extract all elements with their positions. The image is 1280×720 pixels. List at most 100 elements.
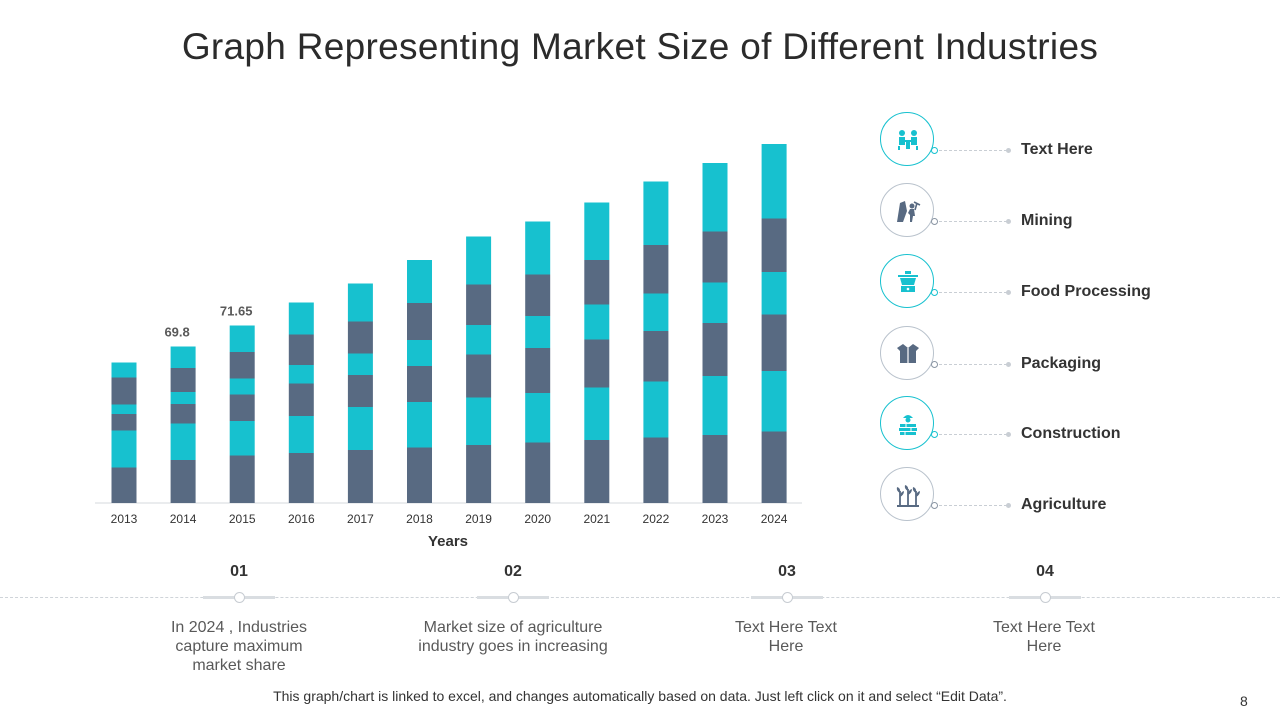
bar-segment-2014-construction[interactable] [170,423,196,461]
bar-segment-2024-agriculture[interactable] [761,431,787,504]
x-tick-label: 2014 [170,512,197,526]
bar-segment-2024-construction[interactable] [761,371,787,432]
bar-segment-2018-agriculture[interactable] [407,447,432,504]
x-tick-label: 2023 [702,512,729,526]
bar-segment-2016-agriculture[interactable] [288,453,314,503]
bar-segment-2022-mining[interactable] [643,245,669,294]
bar-segment-2024-food-processing[interactable] [761,272,787,315]
bar-segment-2019-packaging[interactable] [466,354,492,398]
bar-segment-2020-construction[interactable] [525,393,551,443]
bar-segment-2024-packaging[interactable] [761,314,787,372]
x-tick-label: 2020 [524,512,551,526]
legend-item-food-processing[interactable]: Food Processing [878,252,1258,312]
bar-segment-2015-agriculture[interactable] [229,455,255,504]
timeline-line [0,597,1280,598]
legend-label: Text Here [1021,141,1093,158]
bar-segment-2016-construction[interactable] [288,416,314,453]
bar-segment-2018-mining[interactable] [407,303,432,340]
bar-segment-2022-agriculture[interactable] [643,437,669,504]
bar-segment-2023-construction[interactable] [702,376,728,435]
bar-segment-2021-packaging[interactable] [584,339,610,388]
bar-segment-2021-construction[interactable] [584,387,610,441]
bar-segment-2019-text-here[interactable] [466,236,492,285]
bar-segment-2021-text-here[interactable] [584,202,610,261]
bar-segment-2018-text-here[interactable] [407,260,432,303]
bar-segment-2013-food-processing[interactable] [111,404,137,415]
step-knob[interactable] [508,592,519,603]
bar-segment-2020-food-processing[interactable] [525,316,551,348]
bar-segment-2017-agriculture[interactable] [347,450,373,503]
bar-segment-2014-text-here[interactable] [170,346,196,369]
bar-segment-2017-food-processing[interactable] [347,353,373,376]
bar-segment-2024-text-here[interactable] [761,144,787,219]
bar-segment-2021-food-processing[interactable] [584,304,610,340]
bar-segment-2017-mining[interactable] [347,321,373,354]
bar-segment-2014-packaging[interactable] [170,404,196,424]
bar-segment-2021-mining[interactable] [584,260,610,305]
bar-segment-2015-packaging[interactable] [229,394,255,422]
bar-segment-2017-construction[interactable] [347,407,373,450]
bar-segment-2022-text-here[interactable] [643,181,669,246]
bar-segment-2019-food-processing[interactable] [466,325,492,355]
bar-segment-2022-food-processing[interactable] [643,293,669,332]
bar-segment-2017-packaging[interactable] [347,375,373,407]
legend-label: Construction [1021,425,1121,442]
bar-segment-2016-mining[interactable] [288,334,314,366]
legend-connector-dot [1006,432,1011,437]
bar-segment-2020-packaging[interactable] [525,348,551,393]
bar-segment-2023-agriculture[interactable] [702,435,728,503]
bar-segment-2023-packaging[interactable] [702,323,728,376]
legend-label: Mining [1021,212,1073,229]
bar-segment-2021-agriculture[interactable] [584,440,610,503]
bar-segment-2013-agriculture[interactable] [111,467,137,504]
bar-segment-2016-text-here[interactable] [288,302,314,335]
bar-segment-2013-text-here[interactable] [111,362,137,378]
bar-segment-2013-mining[interactable] [111,377,137,405]
page-number: 8 [1240,693,1248,709]
bar-segment-2015-mining[interactable] [229,352,255,379]
bar-segment-2018-food-processing[interactable] [407,340,432,366]
bar-segment-2023-text-here[interactable] [702,163,728,232]
bar-segment-2018-packaging[interactable] [407,366,432,402]
bar-segment-2015-construction[interactable] [229,421,255,456]
legend-circle [880,467,934,521]
legend-item-packaging[interactable]: Packaging [878,324,1258,384]
bar-segment-2023-mining[interactable] [702,231,728,283]
bar-segment-2023-food-processing[interactable] [702,282,728,324]
bar-segment-2017-text-here[interactable] [347,283,373,322]
legend-item-agriculture[interactable]: Agriculture [878,465,1258,525]
stacked-bar-chart[interactable]: 2013 2014 2015 2016 2017 2018 2019 2020 2021 2022… [0,0,860,560]
bar-segment-2013-construction[interactable] [111,430,137,468]
legend-item-construction[interactable]: Construction [878,394,1258,454]
legend-connector-line [939,150,1007,151]
bar-segment-2022-packaging[interactable] [643,331,669,382]
legend-connector-line [939,364,1007,365]
step-knob[interactable] [782,592,793,603]
step-number: 03 [778,563,796,580]
bar-segment-2020-text-here[interactable] [525,221,551,275]
step-knob[interactable] [1040,592,1051,603]
bar-segment-2019-construction[interactable] [466,397,492,446]
bar-segment-2020-mining[interactable] [525,274,551,317]
legend-connector-line [939,221,1007,222]
bar-segment-2013-packaging[interactable] [111,414,137,431]
bar-segment-2020-agriculture[interactable] [525,442,551,504]
bar-segment-2022-construction[interactable] [643,381,669,438]
data-label-2014: 69.8 [164,325,189,340]
bar-segment-2014-agriculture[interactable] [170,460,196,503]
bar-segment-2014-food-processing[interactable] [170,392,196,404]
bar-segment-2014-mining[interactable] [170,368,196,392]
bar-segment-2016-food-processing[interactable] [288,365,314,384]
bar-segment-2015-text-here[interactable] [229,325,255,353]
legend-item-mining[interactable]: Mining [878,181,1258,241]
bar-segment-2016-packaging[interactable] [288,383,314,417]
bar-segment-2019-agriculture[interactable] [466,445,492,503]
bar-segment-2015-food-processing[interactable] [229,378,255,395]
bar-segment-2024-mining[interactable] [761,218,787,273]
bar-segment-2019-mining[interactable] [466,284,492,326]
bar-segment-2018-construction[interactable] [407,402,432,448]
agriculture-icon [896,485,920,507]
step-knob[interactable] [234,592,245,603]
legend-item-text-here[interactable]: Text Here [878,110,1258,170]
step-text: Text Here Text Here [735,619,837,655]
